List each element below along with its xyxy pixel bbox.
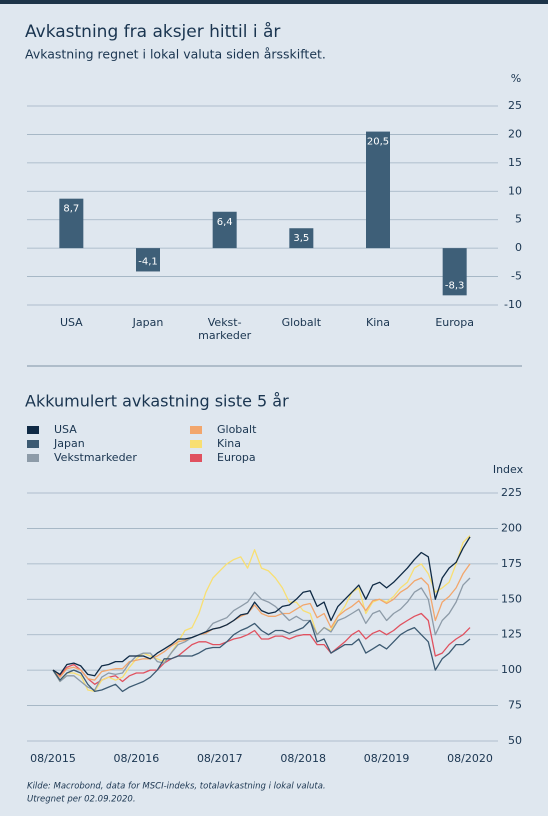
footnote: Kilde: Macrobond, data for MSCI-indeks, … — [27, 782, 326, 792]
footnote: Utregnet per 02.09.2020. — [27, 795, 136, 805]
value-label: 20,5 — [367, 137, 389, 148]
y-tick-label: 100 — [501, 663, 522, 676]
y-tick-label: -5 — [511, 270, 522, 283]
x-tick-label: Kina — [366, 316, 390, 329]
bar — [442, 248, 467, 296]
x-tick-label: Europa — [435, 316, 474, 329]
x-tick-label: USA — [60, 316, 83, 329]
y-tick-label: -10 — [504, 298, 522, 311]
value-label: 3,5 — [293, 233, 309, 244]
chart-title: Akkumulert avkastning siste 5 år — [25, 392, 289, 411]
legend-label: Japan — [53, 437, 85, 450]
y-tick-label: 75 — [508, 699, 522, 712]
y-tick-label: 5 — [515, 213, 522, 226]
y-tick-label: 175 — [501, 557, 522, 570]
legend-swatch — [190, 454, 202, 462]
series-line — [52, 563, 471, 681]
y-tick-label: 10 — [508, 184, 522, 197]
bar — [212, 211, 237, 249]
series-line — [52, 535, 471, 693]
y-tick-label: 50 — [508, 734, 522, 747]
y-axis-unit: % — [511, 72, 521, 85]
chart-subtitle: Avkastning regnet i lokal valuta siden å… — [25, 47, 326, 62]
value-label: -8,3 — [445, 280, 465, 291]
x-tick-label: Vekst-markeder — [198, 316, 251, 342]
value-label: 6,4 — [217, 217, 233, 228]
value-label: -4,1 — [138, 256, 158, 267]
legend-label: Vekstmarkeder — [54, 451, 137, 464]
legend-swatch — [27, 440, 39, 448]
x-tick-label: 08/2019 — [364, 752, 410, 765]
y-tick-label: 125 — [501, 628, 522, 641]
y-tick-label: 225 — [501, 486, 522, 499]
x-tick-label: 08/2020 — [447, 752, 493, 765]
x-tick-label: 08/2015 — [30, 752, 76, 765]
series-line — [52, 619, 471, 693]
top-border — [0, 0, 548, 4]
bar — [59, 198, 84, 249]
series-line — [52, 612, 471, 685]
legend-swatch — [190, 440, 202, 448]
x-tick-label: Globalt — [282, 316, 322, 329]
y-tick-label: 200 — [501, 521, 522, 534]
y-tick-label: 150 — [501, 592, 522, 605]
x-tick-label: 08/2016 — [114, 752, 160, 765]
bar — [366, 131, 390, 249]
series-line — [52, 577, 471, 691]
y-tick-label: 20 — [508, 127, 522, 140]
legend-label: Globalt — [217, 423, 257, 436]
y-axis-unit: Index — [493, 463, 524, 476]
legend-label: Europa — [217, 451, 256, 464]
x-tick-label: Japan — [132, 316, 164, 329]
x-tick-label: 08/2017 — [197, 752, 243, 765]
y-tick-label: 0 — [515, 241, 522, 254]
legend-swatch — [27, 426, 39, 434]
x-tick-label: 08/2018 — [280, 752, 326, 765]
y-tick-label: 25 — [508, 99, 522, 112]
bar — [136, 248, 160, 272]
series-line — [52, 536, 471, 677]
value-label: 8,7 — [63, 204, 79, 215]
bar — [289, 228, 314, 249]
y-tick-label: 15 — [508, 156, 522, 169]
chart-title: Avkastning fra aksjer hittil i år — [25, 21, 280, 42]
legend-swatch — [190, 426, 202, 434]
legend-swatch — [27, 454, 39, 462]
legend-label: USA — [54, 423, 77, 436]
legend-label: Kina — [217, 437, 241, 450]
